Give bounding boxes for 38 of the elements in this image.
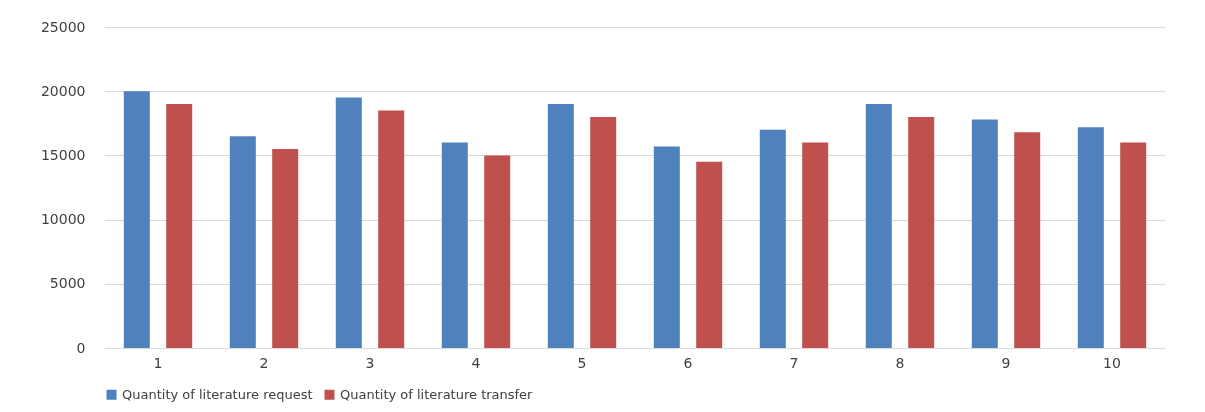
bar bbox=[653, 146, 680, 348]
y-tick-label: 15000 bbox=[40, 146, 86, 163]
bar bbox=[378, 110, 405, 348]
x-tick-label: 6 bbox=[683, 354, 693, 371]
legend-label: Quantity of literature transfer bbox=[340, 386, 534, 402]
legend-label: Quantity of literature request bbox=[122, 386, 313, 402]
bar bbox=[908, 116, 935, 348]
x-tick-label: 5 bbox=[577, 354, 587, 371]
bar bbox=[547, 104, 574, 348]
x-tick-label: 7 bbox=[789, 354, 799, 371]
bar bbox=[484, 155, 511, 348]
bar bbox=[802, 142, 829, 348]
x-tick-label: 4 bbox=[471, 354, 481, 371]
bar bbox=[1077, 127, 1104, 348]
bar bbox=[759, 129, 786, 348]
bar bbox=[1120, 142, 1147, 348]
bar bbox=[441, 142, 468, 348]
bar bbox=[696, 161, 723, 348]
bar bbox=[272, 148, 299, 348]
y-tick-label: 20000 bbox=[40, 82, 86, 99]
bar bbox=[335, 97, 362, 348]
bar bbox=[229, 136, 256, 348]
x-tick-label: 10 bbox=[1103, 354, 1121, 371]
bar bbox=[590, 116, 617, 348]
x-tick-label: 9 bbox=[1001, 354, 1011, 371]
x-tick-label: 3 bbox=[365, 354, 375, 371]
y-tick-label: 0 bbox=[76, 339, 86, 356]
y-tick-label: 5000 bbox=[49, 275, 86, 292]
bar bbox=[865, 104, 892, 348]
y-tick-label: 25000 bbox=[40, 18, 86, 35]
x-tick-label: 8 bbox=[895, 354, 905, 371]
x-tick-label: 1 bbox=[153, 354, 163, 371]
bar bbox=[166, 104, 193, 348]
x-tick-label: 2 bbox=[259, 354, 269, 371]
y-tick-label: 10000 bbox=[40, 211, 86, 228]
bar bbox=[971, 119, 998, 348]
bar bbox=[123, 91, 150, 348]
bar bbox=[1014, 132, 1041, 348]
